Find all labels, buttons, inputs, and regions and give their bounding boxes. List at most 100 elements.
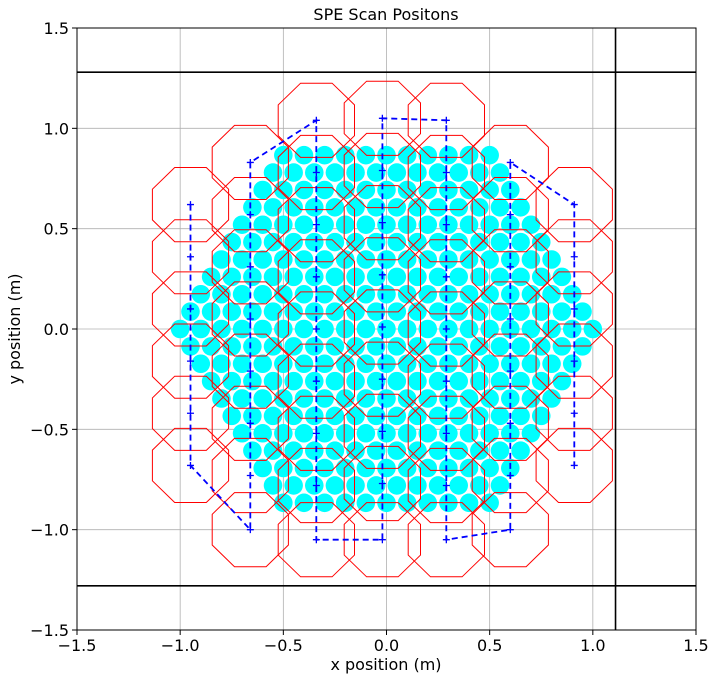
pmt-dot [304, 337, 324, 356]
scan-position-marker [570, 201, 578, 209]
pmt-dot [222, 406, 242, 426]
pmt-dot [480, 180, 499, 200]
pmt-dot [408, 267, 427, 287]
pmt-dot [253, 389, 272, 408]
scan-position-marker [312, 273, 320, 281]
pmt-dot [511, 198, 530, 217]
pmt-dot [573, 302, 592, 321]
scan-octagon [211, 385, 289, 461]
scan-octagon [535, 219, 613, 295]
pmt-dot [191, 319, 211, 339]
pmt-dot [470, 476, 489, 495]
x-tick-label: 0.5 [477, 636, 502, 655]
pmt-dot [253, 354, 272, 374]
scan-position-marker [506, 419, 514, 427]
pmt-dot [480, 319, 499, 339]
pmt-dot [542, 354, 561, 374]
pmt-dot [428, 337, 448, 356]
pmt-dot [294, 284, 314, 304]
scan-position-marker [186, 409, 194, 417]
pmt-dot [356, 319, 376, 339]
pmt-dot [335, 145, 355, 165]
y-tick-label: −1.0 [30, 521, 69, 540]
pmt-dot [490, 406, 510, 426]
pmt-dot [459, 284, 479, 304]
pmt-dot [315, 145, 334, 165]
pmt-dot [459, 215, 479, 235]
pmt-dot [480, 215, 499, 235]
pmt-dot [315, 180, 334, 200]
pmt-dot [243, 441, 262, 460]
pmt-dot [511, 406, 530, 426]
pmt-dot [470, 163, 489, 182]
pmt-dot [243, 337, 262, 356]
pmt-dot [232, 389, 252, 408]
scan-position-marker [570, 357, 578, 365]
pmt-dot [439, 180, 458, 200]
pmt-dot [243, 267, 262, 287]
pmt-dot [428, 441, 448, 460]
pmt-dot [459, 180, 479, 200]
pmt-dot [212, 250, 231, 269]
pmt-dot [542, 250, 561, 269]
pmt-dot [428, 371, 448, 391]
scan-position-marker [506, 315, 514, 323]
pmt-dot [408, 232, 427, 252]
pmt-dot [397, 389, 417, 408]
scan-octagon [535, 427, 613, 503]
pmt-dot [387, 163, 407, 182]
scan-octagon [151, 219, 230, 295]
pmt-dot [428, 163, 448, 182]
chart-title: SPE Scan Positons [313, 5, 458, 24]
scan-octagon [535, 323, 613, 399]
scan-octagon [277, 239, 355, 315]
scan-octagon [471, 437, 549, 514]
pmt-dot [490, 337, 510, 356]
pmt-dot [284, 267, 303, 287]
pmt-dot [304, 406, 324, 426]
pmt-dot [480, 284, 499, 304]
scan-position-marker [506, 367, 514, 375]
pmt-dot [397, 423, 417, 443]
pmt-dot [418, 423, 438, 443]
pmt-dot [428, 476, 448, 495]
scan-position-marker [246, 211, 254, 219]
pmt-dot [294, 145, 314, 165]
y-tick-label: 0.5 [44, 220, 69, 239]
scan-position-marker [442, 116, 450, 124]
pmt-dot [470, 267, 489, 287]
pmt-dot [521, 250, 541, 269]
pmt-dot [418, 215, 438, 235]
pmt-dot [294, 215, 314, 235]
pmt-dot [284, 371, 303, 391]
pmt-dot [449, 302, 469, 321]
pmt-dot [335, 354, 355, 374]
pmt-dot [212, 319, 231, 339]
y-tick-label: 0.0 [44, 320, 69, 339]
scan-octagon [535, 167, 613, 243]
scan-octagon [151, 323, 230, 399]
pmt-dot [408, 302, 427, 321]
pmt-dot [449, 337, 469, 356]
pmt-dot [449, 163, 469, 182]
scan-position-marker [442, 377, 450, 385]
pmt-dot [377, 389, 396, 408]
pmt-dot [274, 250, 293, 269]
scan-position-marker [442, 482, 450, 490]
pmt-dot [521, 215, 541, 235]
pmt-dot [243, 232, 262, 252]
pmt-dot [480, 493, 499, 513]
pmt-dot [315, 389, 334, 408]
pmt-dot [449, 232, 469, 252]
pmt-dot [346, 476, 365, 495]
pmt-dot [490, 302, 510, 321]
pmt-dot [470, 337, 489, 356]
scan-octagon [151, 167, 230, 243]
pmt-dot [304, 232, 324, 252]
scan-position-marker [312, 536, 320, 544]
pmt-dot [325, 163, 345, 182]
scan-position-marker [570, 461, 578, 469]
pmt-dot [480, 354, 499, 374]
scan-octagon [277, 343, 355, 419]
pmt-dot [521, 423, 541, 443]
